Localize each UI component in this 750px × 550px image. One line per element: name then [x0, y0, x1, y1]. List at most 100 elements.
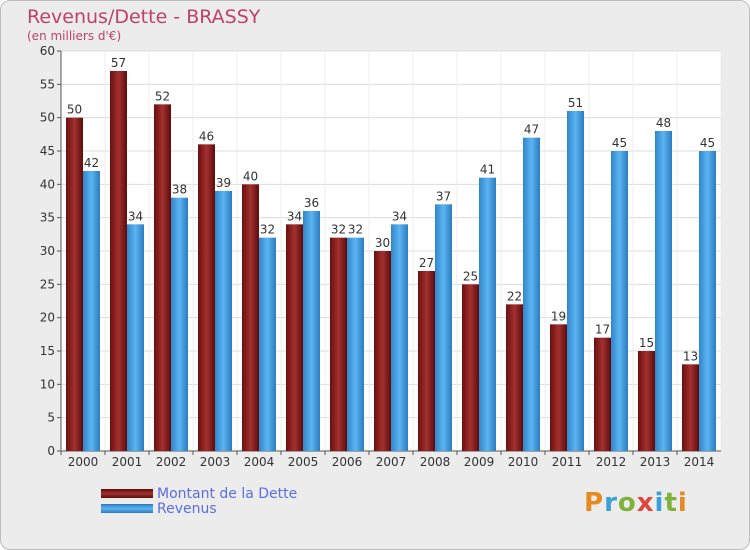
- legend-label-debt: Montant de la Dette: [157, 485, 298, 502]
- data-label-revenus: 39: [216, 176, 231, 190]
- logo-letter: r: [604, 488, 618, 518]
- y-tick-label: 50: [40, 111, 55, 125]
- x-tick-label: 2005: [288, 455, 319, 469]
- bar-revenus: [567, 111, 584, 451]
- data-label-revenus: 41: [480, 163, 495, 177]
- data-label-revenus: 32: [348, 223, 363, 237]
- y-tick-label: 30: [40, 244, 55, 258]
- bar-debt: [462, 284, 479, 451]
- y-tick-label: 0: [47, 444, 55, 458]
- chart-title: Revenus/Dette - BRASSY: [27, 6, 261, 28]
- data-label-revenus: 42: [84, 156, 99, 170]
- y-tick-label: 25: [40, 277, 55, 291]
- data-label-revenus: 34: [392, 209, 407, 223]
- bar-revenus: [699, 151, 716, 451]
- x-tick-label: 2007: [376, 455, 407, 469]
- x-tick-label: 2004: [244, 455, 275, 469]
- bar-revenus: [347, 237, 364, 451]
- data-label-debt: 57: [111, 56, 126, 70]
- data-label-revenus: 34: [128, 209, 143, 223]
- bar-debt: [198, 144, 215, 452]
- bar-debt: [286, 224, 303, 451]
- bar-debt: [374, 251, 391, 451]
- bar-debt: [638, 351, 655, 451]
- x-tick-label: 2010: [508, 455, 539, 469]
- data-label-revenus: 47: [524, 123, 539, 137]
- bar-debt: [682, 364, 699, 451]
- data-label-revenus: 37: [436, 189, 451, 203]
- x-tick-label: 2003: [200, 455, 231, 469]
- x-tick-label: 2001: [112, 455, 143, 469]
- data-label-debt: 40: [243, 169, 258, 183]
- data-label-debt: 32: [331, 223, 346, 237]
- bar-revenus: [303, 211, 320, 451]
- data-label-debt: 27: [419, 256, 434, 270]
- data-label-debt: 46: [199, 129, 214, 143]
- data-label-debt: 52: [155, 89, 170, 103]
- bar-debt: [418, 271, 435, 451]
- data-label-revenus: 45: [612, 136, 627, 150]
- bar-layer: [66, 71, 716, 452]
- y-tick-label: 60: [40, 44, 55, 58]
- y-tick-label: 40: [40, 177, 55, 191]
- bar-revenus: [83, 171, 100, 451]
- x-tick-label: 2009: [464, 455, 495, 469]
- y-tick-label: 10: [40, 377, 55, 391]
- proxiti-logo: Proxiti: [584, 488, 688, 518]
- legend-label-revenus: Revenus: [157, 500, 217, 517]
- data-label-revenus: 36: [304, 196, 319, 210]
- bar-debt: [110, 71, 127, 451]
- x-tick-label: 2011: [552, 455, 583, 469]
- x-tick-label: 2014: [684, 455, 715, 469]
- bar-debt: [330, 237, 347, 451]
- legend-swatch-revenus: [101, 504, 153, 513]
- data-label-debt: 15: [639, 336, 654, 350]
- chart-subtitle: (en milliers d'€): [27, 29, 122, 43]
- legend-item-debt: Montant de la Dette: [101, 485, 298, 502]
- bar-revenus: [655, 131, 672, 451]
- data-label-revenus: 48: [656, 116, 671, 130]
- bar-debt: [506, 304, 523, 451]
- y-tick-label: 55: [40, 77, 55, 91]
- bar-revenus: [391, 224, 408, 451]
- data-label-debt: 22: [507, 289, 522, 303]
- bar-revenus: [259, 237, 276, 451]
- x-tick-label: 2006: [332, 455, 363, 469]
- data-label-revenus: 51: [568, 96, 583, 110]
- data-label-debt: 13: [683, 349, 698, 363]
- bar-debt: [242, 184, 259, 452]
- bar-revenus: [523, 137, 540, 451]
- y-tick-label: 20: [40, 311, 55, 325]
- bar-revenus: [215, 191, 232, 451]
- legend: Montant de la Dette Revenus: [101, 485, 298, 517]
- bar-debt: [66, 117, 83, 452]
- x-tick-label: 2013: [640, 455, 671, 469]
- bar-revenus: [479, 177, 496, 451]
- logo-letter: i: [654, 488, 665, 518]
- data-label-debt: 19: [551, 309, 566, 323]
- legend-swatch-debt: [101, 489, 153, 498]
- bar-debt: [594, 337, 611, 451]
- logo-letter: P: [584, 488, 605, 518]
- bar-revenus: [611, 151, 628, 451]
- bar-debt: [154, 104, 171, 451]
- data-label-debt: 25: [463, 269, 478, 283]
- data-label-revenus: 32: [260, 223, 275, 237]
- data-label-revenus: 38: [172, 183, 187, 197]
- logo-letter: t: [664, 488, 678, 518]
- logo-letter: i: [677, 488, 688, 518]
- data-label-debt: 50: [67, 103, 82, 117]
- y-tick-label: 35: [40, 211, 55, 225]
- y-tick-label: 45: [40, 144, 55, 158]
- legend-item-revenus: Revenus: [101, 500, 297, 517]
- x-tick-label: 2012: [596, 455, 627, 469]
- y-tick-label: 5: [47, 411, 55, 425]
- data-label-debt: 17: [595, 323, 610, 337]
- axis-layer: 0 5 10 15 20 25 30 35 40 45 50 55 60 2000 2001 2002 2003…: [40, 44, 721, 469]
- data-label-revenus: 45: [700, 136, 715, 150]
- y-tick-label: 15: [40, 344, 55, 358]
- logo-letter: x: [636, 488, 655, 518]
- logo-letter: o: [617, 488, 637, 518]
